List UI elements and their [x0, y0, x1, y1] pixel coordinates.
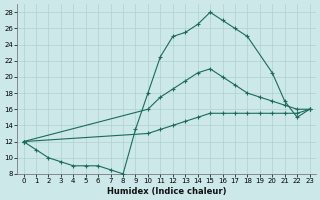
X-axis label: Humidex (Indice chaleur): Humidex (Indice chaleur) [107, 187, 226, 196]
